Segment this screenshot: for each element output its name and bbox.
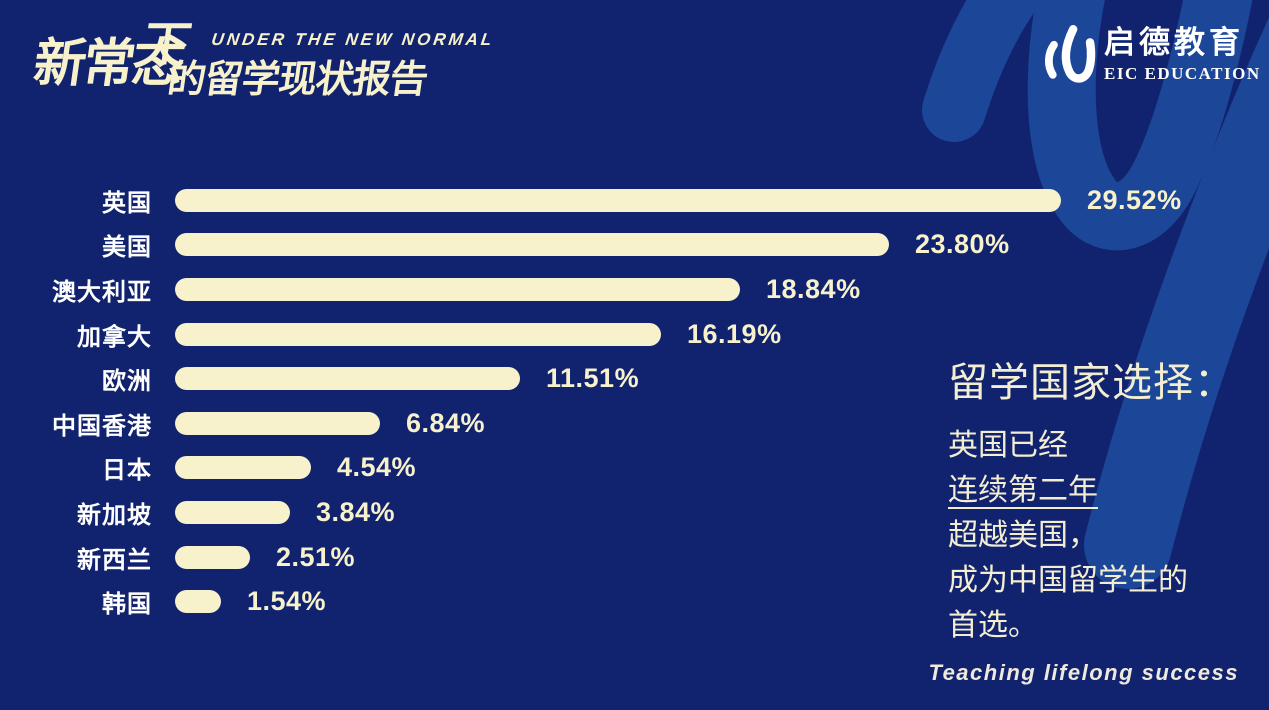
chart-row: 中国香港 6.84% bbox=[0, 401, 1269, 446]
category-label: 日本 bbox=[102, 457, 152, 485]
value-label: 2.51% bbox=[276, 541, 356, 572]
title-eyebrow: UNDER THE NEW NORMAL bbox=[210, 30, 496, 49]
category-label: 欧洲 bbox=[102, 368, 152, 396]
category-label: 新西兰 bbox=[77, 546, 152, 574]
note-heading: 留学国家选择： bbox=[948, 361, 1235, 405]
note-line: 超越美国， bbox=[948, 519, 1098, 552]
bar bbox=[175, 322, 661, 346]
value-label: 23.80% bbox=[915, 229, 1010, 260]
chart-row: 英国 29.52% bbox=[0, 178, 1269, 223]
eic-double-leaf-icon bbox=[1045, 25, 1096, 83]
brand-name-cn: 启德教育 bbox=[1104, 25, 1244, 61]
note-line: 英国已经 bbox=[948, 429, 1068, 462]
brand-logo: 启德教育 EIC EDUCATION bbox=[1036, 22, 1261, 88]
brand-name-en: EIC EDUCATION bbox=[1104, 63, 1261, 83]
category-label: 新加坡 bbox=[77, 501, 152, 529]
category-label: 中国香港 bbox=[52, 412, 152, 440]
category-label: 加拿大 bbox=[77, 323, 152, 351]
title-rest-cjk: 的留学现状报告 bbox=[164, 59, 430, 101]
bar bbox=[175, 188, 1061, 212]
value-label: 6.84% bbox=[406, 407, 486, 438]
brand-text: 启德教育 EIC EDUCATION bbox=[1104, 26, 1261, 83]
chart-row: 新加坡 3.84% bbox=[0, 490, 1269, 535]
chart-row: 欧洲 11.51% bbox=[0, 356, 1269, 401]
bar bbox=[175, 277, 740, 301]
category-label: 韩国 bbox=[102, 591, 152, 619]
category-label: 美国 bbox=[102, 234, 152, 262]
note-line: 成为中国留学生的 bbox=[948, 564, 1188, 597]
value-label: 18.84% bbox=[766, 273, 861, 304]
chart-row: 美国 23.80% bbox=[0, 223, 1269, 268]
value-label: 3.84% bbox=[316, 496, 396, 527]
slide-title: UNDER THE NEW NORMAL 新常态 下 的留学现状报告 bbox=[0, 0, 529, 130]
note-body: 英国已经连续第二年超越美国， 成为中国留学生的 首选。 bbox=[948, 423, 1248, 648]
category-label: 澳大利亚 bbox=[52, 278, 152, 306]
chart-row: 韩国 1.54% bbox=[0, 579, 1269, 624]
chart-row: 新西兰 2.51% bbox=[0, 535, 1269, 580]
bar bbox=[175, 500, 290, 524]
bar bbox=[175, 411, 380, 435]
bar bbox=[175, 367, 520, 391]
value-label: 16.19% bbox=[687, 318, 782, 349]
category-label: 英国 bbox=[102, 189, 152, 217]
value-label: 1.54% bbox=[247, 586, 327, 617]
chart-row: 澳大利亚 18.84% bbox=[0, 267, 1269, 312]
note-line: 首选。 bbox=[948, 609, 1038, 642]
note-block: 留学国家选择： 英国已经连续第二年超越美国， 成为中国留学生的 首选。 bbox=[948, 360, 1248, 648]
bar bbox=[175, 233, 889, 257]
bar bbox=[175, 590, 221, 614]
bar bbox=[175, 545, 250, 569]
chart-row: 加拿大 16.19% bbox=[0, 312, 1269, 357]
note-line-underlined: 连续第二年 bbox=[948, 474, 1098, 507]
chart-row: 日本 4.54% bbox=[0, 446, 1269, 491]
footer-slogan: Teaching lifelong success bbox=[928, 660, 1239, 685]
value-label: 29.52% bbox=[1087, 184, 1182, 215]
value-label: 4.54% bbox=[337, 452, 417, 483]
value-label: 11.51% bbox=[546, 363, 640, 394]
bar bbox=[175, 456, 311, 480]
bar-chart: 英国 29.52% 美国 23.80% 澳大利亚 18.84% 加拿大 16.19% 欧洲 11.… bbox=[0, 178, 1269, 624]
